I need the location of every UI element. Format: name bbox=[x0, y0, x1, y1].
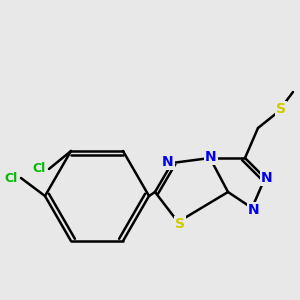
Text: Cl: Cl bbox=[4, 172, 18, 184]
Text: S: S bbox=[276, 102, 286, 116]
Text: Cl: Cl bbox=[32, 163, 46, 176]
Text: S: S bbox=[175, 217, 185, 231]
Text: N: N bbox=[162, 155, 174, 169]
Text: N: N bbox=[248, 203, 260, 217]
Text: N: N bbox=[205, 150, 217, 164]
Text: N: N bbox=[261, 171, 273, 185]
